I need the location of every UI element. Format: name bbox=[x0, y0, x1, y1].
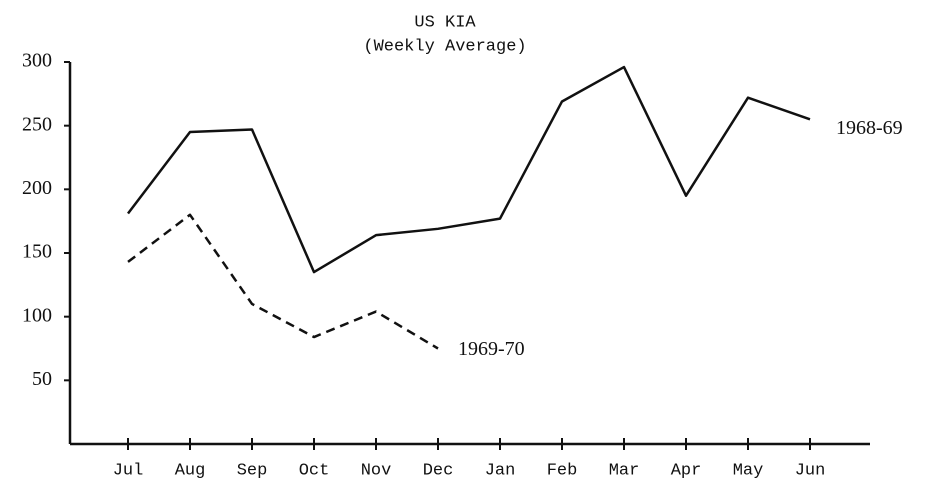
x-tick-label: Nov bbox=[361, 461, 392, 480]
series-label: 1968-69 bbox=[836, 117, 903, 139]
x-tick-label: Jan bbox=[485, 461, 516, 480]
y-tick-label: 50 bbox=[32, 368, 52, 390]
y-tick-label: 200 bbox=[22, 177, 52, 199]
y-tick-label: 250 bbox=[22, 113, 52, 135]
chart-subtitle: (Weekly Average) bbox=[363, 37, 526, 56]
y-tick-label: 100 bbox=[22, 304, 52, 326]
x-tick-label: Aug bbox=[175, 461, 206, 480]
series-line bbox=[127, 65, 811, 274]
x-tick-label: Oct bbox=[299, 461, 330, 480]
x-tick-label: May bbox=[733, 461, 764, 480]
x-tick-label: Dec bbox=[423, 461, 454, 480]
x-tick-label: Jul bbox=[113, 461, 144, 480]
x-tick-label: Sep bbox=[237, 461, 268, 480]
x-tick-label: Apr bbox=[671, 461, 702, 480]
y-tick-label: 150 bbox=[22, 241, 52, 263]
chart-title: US KIA bbox=[414, 13, 476, 32]
x-tick-label: Feb bbox=[547, 461, 578, 480]
x-tick-label: Jun bbox=[795, 461, 826, 480]
series-line bbox=[127, 213, 439, 350]
x-tick-label: Mar bbox=[609, 461, 640, 480]
series-label: 1969-70 bbox=[458, 338, 525, 360]
y-tick-label: 300 bbox=[22, 50, 52, 72]
